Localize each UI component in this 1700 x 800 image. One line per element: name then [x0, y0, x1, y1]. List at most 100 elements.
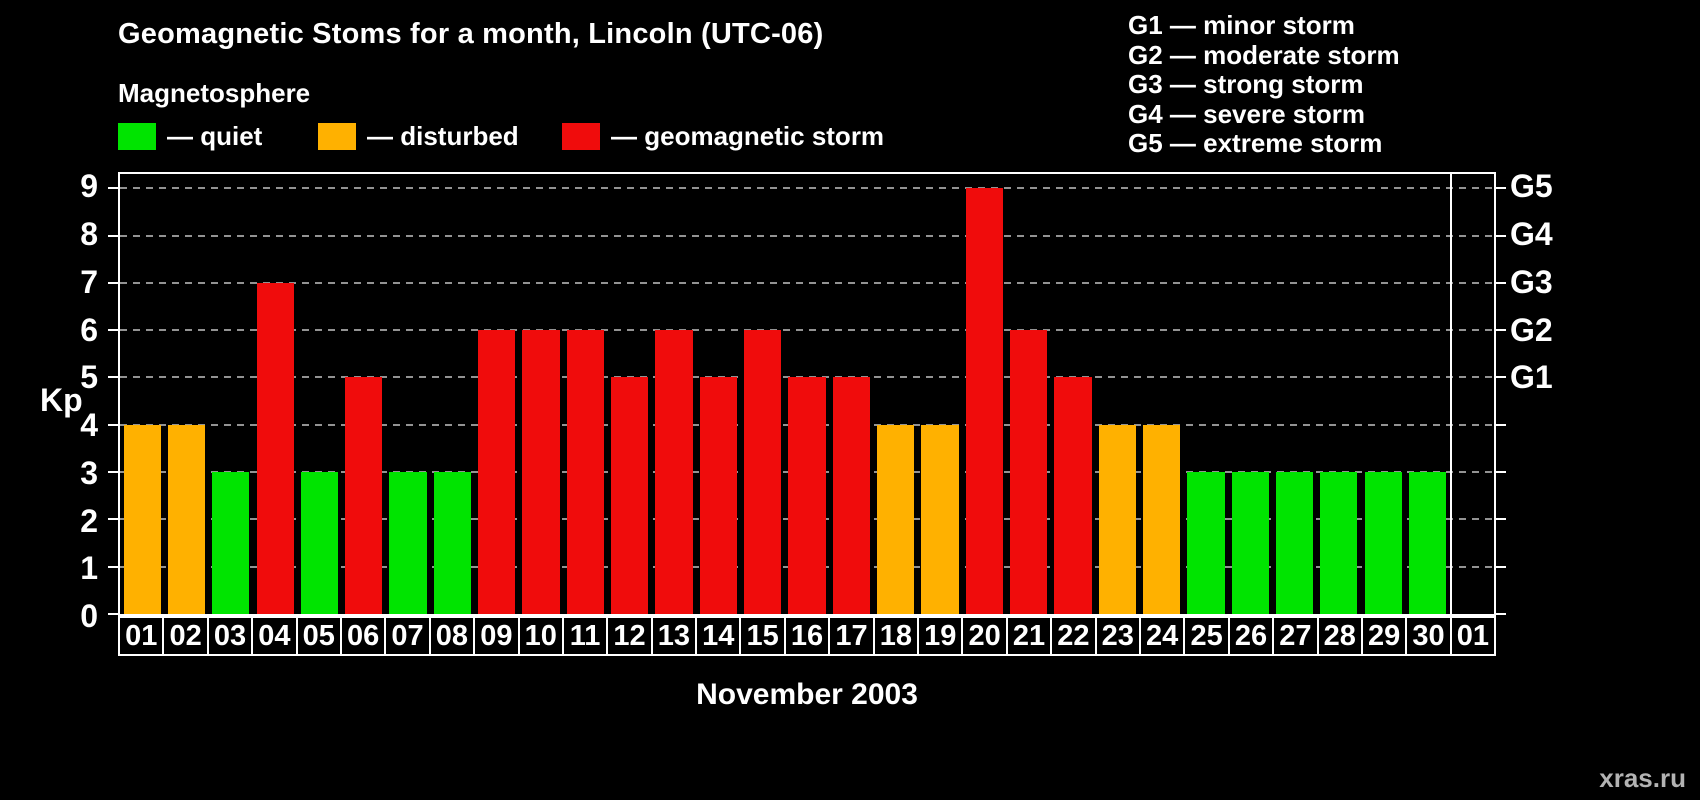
g-legend-item-g4: G4 — severe storm: [1128, 98, 1366, 129]
left-axis-tick: [108, 565, 118, 568]
bar-day-25: [1187, 472, 1225, 614]
x-axis-day-label: 10: [520, 618, 564, 654]
x-axis-day-label: 02: [164, 618, 209, 654]
x-axis-day-label: 14: [697, 618, 742, 654]
right-axis-tick: [1496, 376, 1506, 379]
bar-day-18: [877, 424, 915, 614]
right-axis-tick: [1496, 471, 1506, 474]
bar-day-22: [1054, 377, 1092, 614]
y-axis-label-8: 8: [80, 216, 98, 253]
y-axis-title: Kp: [40, 382, 83, 418]
bar-day-26: [1231, 472, 1269, 614]
bar-day-23: [1098, 424, 1136, 614]
bar-day-17: [832, 377, 870, 614]
x-axis-day-label: 11: [564, 618, 609, 654]
bar-day-12: [611, 377, 649, 614]
bar-day-29: [1364, 472, 1402, 614]
watermark: xras.ru: [1599, 763, 1686, 793]
left-axis-tick: [108, 471, 118, 474]
bar-day-24: [1142, 424, 1181, 614]
x-axis-day-label: 13: [653, 618, 698, 654]
y-axis-label-6: 6: [80, 311, 98, 348]
right-axis-label-g3: G3: [1510, 263, 1553, 300]
right-axis-tick: [1496, 234, 1506, 237]
x-axis-day-label: 30: [1407, 618, 1452, 654]
right-axis-tick: [1496, 187, 1506, 190]
x-axis-day-label: 17: [830, 618, 875, 654]
legend-label-disturbed: — disturbed: [367, 120, 519, 151]
next-month-separator: [1449, 174, 1452, 614]
gridline-kp-6: [120, 329, 1494, 332]
x-axis-labels: 01 02 03 04 05 06 07 08 09 10 11 12 13 14 15 16 17 18 19 20…: [118, 616, 1496, 656]
bar-day-01: [123, 424, 161, 614]
y-axis: 0 1 2 3 4 5 6 7 8 9: [0, 168, 104, 632]
plot-area: [108, 172, 1506, 616]
legend-item-storm: — geomagnetic storm: [562, 120, 885, 151]
x-axis-day-label: 07: [386, 618, 431, 654]
x-axis-day-label: 22: [1052, 618, 1097, 654]
bar-day-30: [1408, 472, 1447, 614]
x-axis-day-label: 21: [1008, 618, 1053, 654]
x-axis-day-label: 23: [1097, 618, 1141, 654]
x-axis-title: November 2003: [696, 678, 918, 711]
bar-day-07: [389, 472, 427, 614]
quiet-color-swatch: [118, 122, 156, 150]
legend-label-quiet: — quiet: [167, 120, 263, 151]
x-axis-day-label: 09: [475, 618, 520, 654]
bar-day-21: [1009, 330, 1048, 614]
bar-day-28: [1320, 472, 1358, 614]
y-axis-label-2: 2: [80, 502, 98, 539]
y-axis-label-9: 9: [80, 168, 98, 205]
bar-day-08: [433, 472, 472, 614]
bar-day-11: [566, 330, 604, 614]
x-axis-day-label: 25: [1185, 618, 1230, 654]
left-axis-tick: [108, 423, 118, 426]
bar-day-04: [256, 282, 294, 614]
left-axis-tick: [108, 234, 118, 237]
g-legend-item-g2: G2 — moderate storm: [1128, 39, 1400, 70]
g-legend-item-g1: G1 — minor storm: [1128, 10, 1355, 40]
right-axis-tick: [1496, 281, 1506, 284]
left-axis-tick: [108, 187, 118, 190]
bar-day-09: [478, 330, 516, 614]
bar-day-19: [921, 424, 959, 614]
y-axis-label-4: 4: [80, 407, 98, 444]
left-axis-tick: [108, 518, 118, 521]
y-axis-label-3: 3: [80, 454, 98, 491]
bar-day-13: [655, 330, 693, 614]
legend-label-storm: — geomagnetic storm: [611, 120, 885, 151]
right-axis-tick: [1496, 329, 1506, 332]
bars: [120, 174, 1494, 614]
bar-day-14: [699, 377, 737, 614]
gridline-kp-7: [120, 281, 1494, 284]
x-axis-day-label: 12: [608, 618, 653, 654]
right-axis-label-g2: G2: [1510, 311, 1553, 348]
bar-day-06: [345, 377, 383, 614]
right-axis-tick: [1496, 423, 1506, 426]
left-axis-tick: [108, 281, 118, 284]
bar-day-20: [965, 188, 1003, 614]
bar-day-27: [1275, 472, 1314, 614]
right-axis-tick: [1496, 518, 1506, 521]
gridline-kp-9: [120, 187, 1494, 190]
x-axis-day-label: 03: [209, 618, 254, 654]
x-axis-day-label: 05: [298, 618, 342, 654]
x-axis-day-label: 26: [1230, 618, 1275, 654]
x-axis-day-label: 01: [1456, 619, 1490, 652]
x-axis-day-label: 18: [875, 618, 920, 654]
left-axis-tick: [108, 329, 118, 332]
x-axis-day-label: 01: [120, 618, 165, 654]
bar-day-15: [744, 330, 782, 614]
x-axis-day-label: 16: [786, 618, 831, 654]
x-axis-day-label: 15: [741, 618, 786, 654]
gridline-kp-8: [120, 234, 1494, 237]
legend-item-quiet: — quiet: [118, 120, 263, 151]
x-axis-day-label: 29: [1363, 618, 1408, 654]
x-axis-day-label: 19: [919, 618, 964, 654]
bar-day-16: [788, 377, 826, 614]
bar-day-05: [300, 472, 339, 614]
storm-color-swatch: [562, 122, 600, 150]
y-axis-label-0: 0: [80, 598, 98, 634]
disturbed-color-swatch: [318, 122, 356, 150]
